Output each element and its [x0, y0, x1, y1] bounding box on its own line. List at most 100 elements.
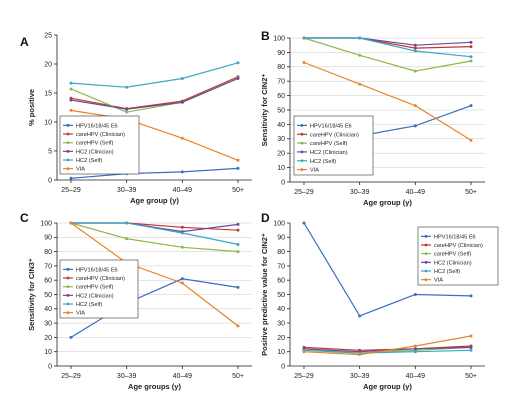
- panel-b-letter: B: [261, 29, 270, 43]
- y-tick-label: 20: [44, 335, 52, 342]
- y-tick-label: 20: [277, 151, 285, 158]
- y-tick-label: 30: [277, 321, 285, 328]
- data-point: [69, 108, 73, 112]
- data-point: [469, 345, 473, 349]
- legend-entry: careHPV (Self): [421, 252, 471, 258]
- data-point: [413, 49, 417, 53]
- data-point: [469, 59, 473, 63]
- legend-box: [293, 115, 374, 176]
- y-tick-label: 30: [44, 321, 52, 328]
- y-tick-label: 80: [44, 249, 52, 256]
- x-tick-label: 30–39: [350, 189, 370, 196]
- data-point: [413, 46, 417, 50]
- legend-marker: [424, 278, 428, 282]
- series-line: [69, 77, 240, 111]
- y-tick-label: 15: [44, 90, 52, 97]
- data-point: [236, 222, 240, 226]
- panel-a-letter: A: [20, 35, 29, 49]
- data-point: [469, 334, 473, 338]
- legend-label: VIA: [434, 278, 443, 284]
- data-point: [413, 293, 417, 296]
- legend-entry: HC2 (Clinician): [63, 293, 114, 299]
- y-tick-label: 70: [277, 79, 285, 86]
- series-line: [69, 221, 240, 328]
- legend-entry: HPV16/18/45 E6: [421, 234, 476, 240]
- series-path: [70, 222, 239, 253]
- legend-entry: careHPV (Self): [63, 285, 113, 291]
- legend-entry: HC2 (Self): [297, 159, 336, 165]
- y-tick-label: 60: [277, 278, 285, 285]
- y-tick-label: 10: [44, 119, 52, 126]
- legend-marker: [424, 243, 428, 247]
- data-point: [302, 221, 306, 225]
- legend-box: [417, 226, 499, 286]
- panel-b: B 0 10 20 30 40 50 60 70 80 90 100 25–29 30–39 40–49 50…: [260, 29, 485, 207]
- data-point: [469, 294, 473, 298]
- legend-entry: HC2 (Self): [63, 302, 102, 308]
- data-point: [69, 176, 73, 180]
- data-point: [125, 110, 129, 114]
- data-point: [125, 85, 129, 89]
- legend-marker: [66, 141, 70, 145]
- y-tick-label: 90: [277, 50, 285, 57]
- panel-c: C 0 10 20 30 40 50 60 70 80 90 100 25–29 30–39 40–49 50…: [20, 211, 252, 391]
- y-tick-label: 40: [277, 122, 285, 129]
- legend-label: HC2 (Clinician): [310, 150, 348, 156]
- data-point: [236, 324, 240, 328]
- legend-label: VIA: [76, 167, 85, 173]
- y-tick-label: 50: [277, 292, 285, 299]
- data-point: [236, 158, 240, 162]
- series-line: [69, 76, 240, 114]
- y-tick-label: 0: [281, 363, 285, 370]
- legend-label: HC2 (Clinician): [76, 293, 114, 299]
- legend-label: VIA: [76, 311, 85, 317]
- panel-c-legend: HPV16/18/45 E6 careHPV (Clinician) careHPV…: [59, 259, 139, 319]
- data-point: [469, 55, 473, 59]
- series-path: [70, 278, 239, 338]
- y-tick-label: 10: [44, 349, 52, 356]
- data-point: [302, 350, 306, 354]
- panel-d-letter: D: [261, 211, 270, 225]
- y-tick-label: 0: [48, 177, 52, 184]
- x-tick-label: 50+: [232, 373, 244, 380]
- legend-marker: [424, 269, 428, 273]
- data-point: [236, 228, 240, 232]
- data-point: [236, 61, 240, 65]
- y-tick-label: 5: [48, 148, 52, 155]
- series-path: [71, 222, 239, 231]
- y-tick-label: 0: [48, 363, 52, 370]
- legend-label: HPV16/18/45 E6: [310, 123, 352, 129]
- data-point: [358, 36, 362, 40]
- legend-label: HC2 (Self): [434, 269, 460, 275]
- y-tick-label: 50: [44, 292, 52, 299]
- series-path: [303, 346, 472, 354]
- x-tick-label: 40–49: [406, 189, 426, 196]
- panel-a-x-axis-label: Age group (y): [130, 196, 179, 205]
- legend-entry: careHPV (Clinician): [63, 276, 125, 282]
- data-point: [413, 350, 417, 354]
- legend-marker: [424, 260, 428, 264]
- legend-marker: [66, 285, 70, 289]
- panel-a-legend: HPV16/18/45 E6 careHPV (Clinician) careHPV…: [59, 115, 140, 175]
- data-point: [413, 43, 417, 47]
- legend-entry: HPV16/18/45 E6: [63, 123, 118, 129]
- series-path: [303, 335, 472, 356]
- x-tick-label: 50+: [232, 187, 244, 194]
- legend-entry: careHPV (Clinician): [297, 132, 359, 138]
- legend-entry: VIA: [63, 311, 85, 317]
- data-point: [358, 82, 362, 86]
- legend-entry: VIA: [63, 167, 85, 173]
- x-tick-label: 25–29: [61, 187, 81, 194]
- legend-marker: [66, 293, 70, 297]
- legend-entry: careHPV (Self): [63, 141, 113, 147]
- legend-label: careHPV (Self): [76, 141, 113, 147]
- legend-entry: careHPV (Self): [297, 141, 347, 147]
- x-tick-label: 40–49: [173, 187, 193, 194]
- data-point: [358, 353, 362, 357]
- legend-entry: VIA: [297, 168, 319, 174]
- y-tick-label: 20: [277, 335, 285, 342]
- series-path: [70, 62, 239, 88]
- data-point: [125, 237, 129, 241]
- legend-marker: [66, 311, 70, 315]
